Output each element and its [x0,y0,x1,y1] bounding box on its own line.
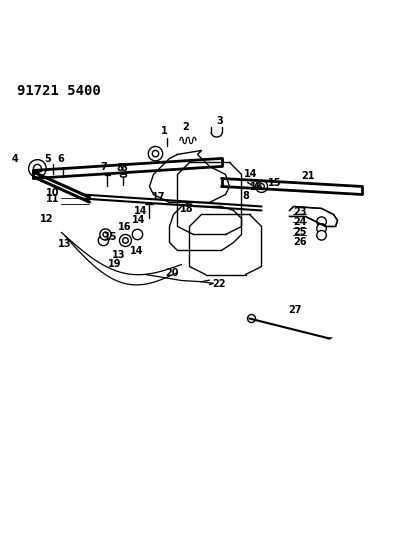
Text: 8: 8 [120,163,127,173]
Text: 4: 4 [12,154,19,164]
Circle shape [148,147,163,161]
Text: 14: 14 [133,206,147,216]
Text: 3: 3 [216,116,223,126]
Text: 13: 13 [58,239,71,249]
Text: 1: 1 [161,126,168,135]
Text: 14: 14 [129,246,143,256]
Text: 15: 15 [104,232,117,243]
Ellipse shape [120,174,127,177]
Text: 8: 8 [117,163,124,173]
Text: 91721 5400: 91721 5400 [17,84,101,99]
Text: 18: 18 [179,205,193,214]
Polygon shape [289,206,338,227]
Text: 7: 7 [100,163,107,173]
Text: 24: 24 [293,217,307,227]
Text: 14: 14 [131,215,145,225]
Circle shape [256,181,268,192]
Text: 17: 17 [152,192,165,203]
Circle shape [29,160,46,177]
Circle shape [98,235,109,246]
Text: 12: 12 [40,214,54,224]
Text: 27: 27 [289,304,302,314]
Circle shape [317,230,326,240]
Text: 21: 21 [301,171,314,181]
Text: 26: 26 [293,237,307,247]
Text: 25: 25 [293,227,307,237]
Text: 16: 16 [118,222,131,232]
Text: 5: 5 [44,154,51,164]
Text: 20: 20 [166,268,179,278]
Text: 6: 6 [57,154,64,164]
Text: 13: 13 [112,251,125,261]
Text: 23: 23 [293,207,307,217]
Circle shape [119,235,131,246]
Text: 8: 8 [242,191,249,201]
Circle shape [317,217,326,227]
Circle shape [132,229,143,240]
Text: 14: 14 [244,169,258,179]
Text: 15: 15 [268,179,281,189]
Text: 16: 16 [249,182,263,192]
Text: 11: 11 [46,195,59,205]
Text: 2: 2 [182,123,189,132]
Text: 19: 19 [108,259,121,269]
Circle shape [317,224,326,233]
Circle shape [247,314,256,322]
Text: 22: 22 [213,279,226,289]
Text: 10: 10 [46,189,59,198]
Circle shape [100,229,111,240]
